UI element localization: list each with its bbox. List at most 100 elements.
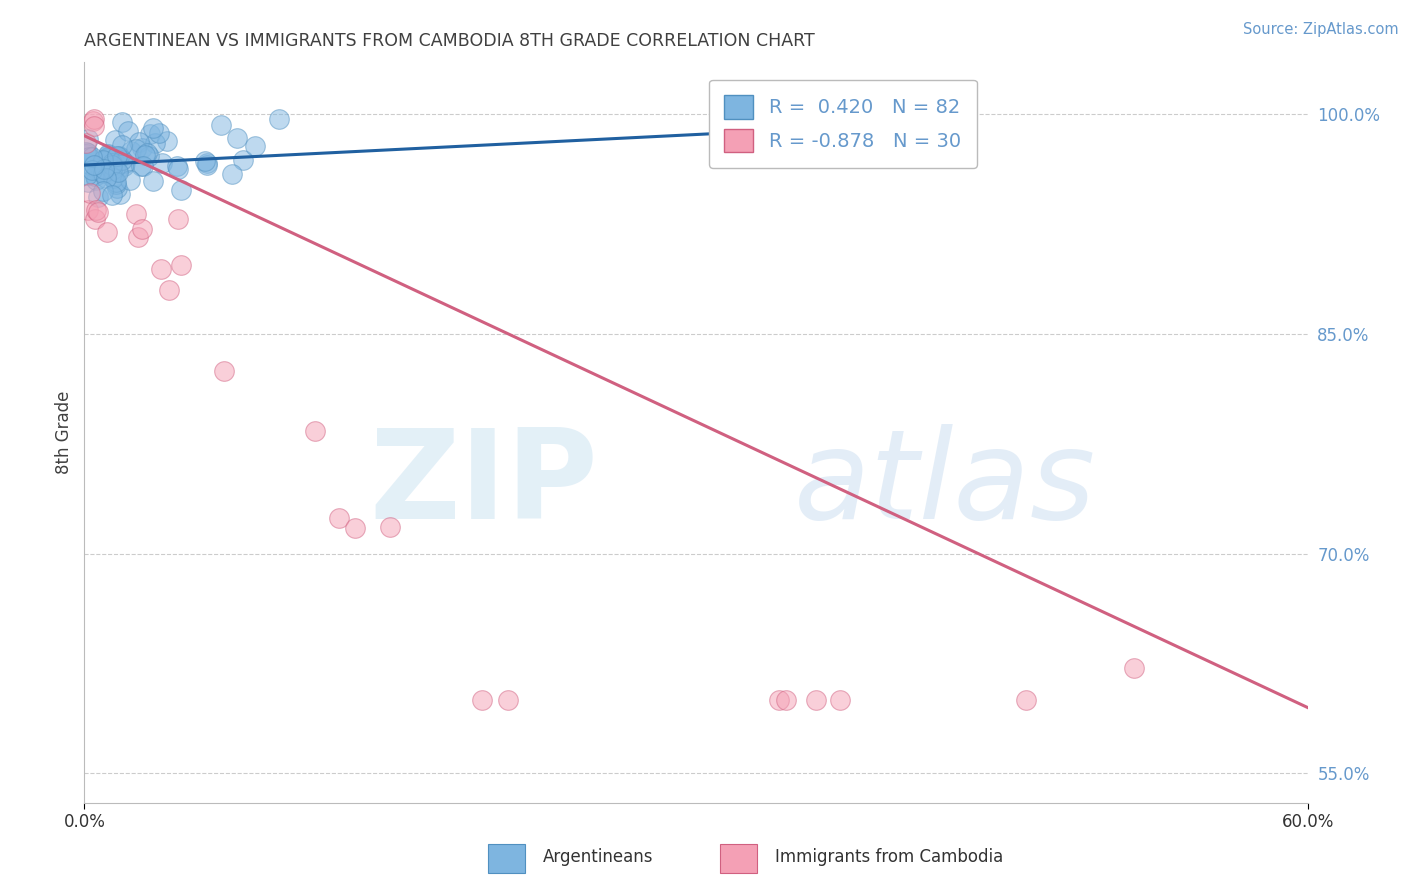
Point [79, 150, 101, 164]
Text: ZIP: ZIP [370, 424, 598, 545]
Point [77, 145, 100, 160]
Point [90, 165, 112, 179]
Point [150, 156, 173, 170]
Point [79, 186, 101, 200]
Point [195, 156, 218, 170]
Point [128, 135, 150, 149]
Text: Argentineans: Argentineans [543, 848, 654, 866]
Point [94, 171, 117, 186]
Point [167, 161, 190, 176]
Point [107, 181, 129, 195]
Point [97, 146, 120, 161]
Point [136, 146, 159, 161]
Point [806, 693, 828, 707]
Text: Immigrants from Cambodia: Immigrants from Cambodia [776, 848, 1004, 866]
Point [195, 158, 218, 172]
Point [328, 511, 350, 525]
Point [170, 258, 193, 272]
Point [97, 150, 120, 164]
Point [108, 149, 131, 163]
Point [84, 211, 107, 226]
Point [131, 141, 153, 155]
Point [107, 149, 129, 163]
Point [169, 183, 191, 197]
Point [75, 147, 97, 161]
Point [127, 230, 149, 244]
Point [111, 115, 134, 129]
Point [96, 152, 118, 166]
Point [267, 112, 290, 126]
Point [243, 139, 266, 153]
Point [142, 173, 165, 187]
Point [167, 211, 190, 226]
Point [471, 693, 494, 707]
Text: atlas: atlas [794, 424, 1095, 545]
Y-axis label: 8th Grade: 8th Grade [55, 391, 73, 475]
Point [103, 154, 125, 169]
Point [148, 126, 170, 140]
Point [91, 153, 114, 168]
FancyBboxPatch shape [720, 844, 758, 873]
Point [96, 225, 118, 239]
Point [830, 693, 852, 707]
Point [86, 163, 108, 178]
Point [93, 154, 115, 169]
Point [129, 159, 152, 173]
Point [111, 153, 134, 167]
Point [120, 173, 142, 187]
Point [104, 161, 127, 175]
Point [1015, 693, 1038, 707]
Point [87, 204, 110, 219]
Point [87, 190, 110, 204]
Point [105, 149, 128, 163]
Point [139, 127, 162, 141]
Point [91, 184, 114, 198]
Point [97, 148, 120, 162]
Point [77, 132, 100, 146]
Point [75, 145, 97, 160]
Point [83, 112, 105, 127]
Point [100, 156, 122, 170]
Point [112, 159, 135, 173]
Point [159, 283, 181, 297]
Point [76, 168, 98, 182]
Point [768, 693, 790, 707]
Point [80, 150, 103, 164]
Point [84, 173, 107, 187]
Point [83, 169, 105, 184]
Point [89, 161, 111, 175]
Point [91, 166, 114, 180]
Point [83, 158, 105, 172]
Point [104, 178, 127, 192]
Point [111, 138, 134, 153]
Point [156, 135, 179, 149]
Point [221, 167, 243, 181]
Point [498, 693, 520, 707]
Text: Source: ZipAtlas.com: Source: ZipAtlas.com [1243, 22, 1399, 37]
Point [120, 145, 142, 159]
Point [97, 149, 120, 163]
Legend: R =  0.420   N = 82, R = -0.878   N = 30: R = 0.420 N = 82, R = -0.878 N = 30 [709, 79, 977, 168]
Point [108, 186, 131, 201]
Point [100, 187, 122, 202]
Point [131, 222, 153, 236]
Point [1123, 661, 1146, 675]
Point [138, 149, 160, 163]
Point [101, 171, 124, 186]
Point [378, 519, 401, 533]
Point [114, 156, 136, 170]
Point [124, 207, 146, 221]
Point [134, 147, 156, 161]
Point [80, 160, 103, 174]
Point [105, 164, 128, 178]
Point [107, 164, 129, 178]
Point [124, 143, 146, 157]
Point [226, 130, 249, 145]
Point [194, 153, 217, 168]
Point [82, 113, 104, 128]
Point [86, 158, 108, 172]
Point [105, 176, 128, 190]
Point [209, 118, 232, 132]
Point [100, 157, 122, 171]
Point [143, 136, 166, 151]
